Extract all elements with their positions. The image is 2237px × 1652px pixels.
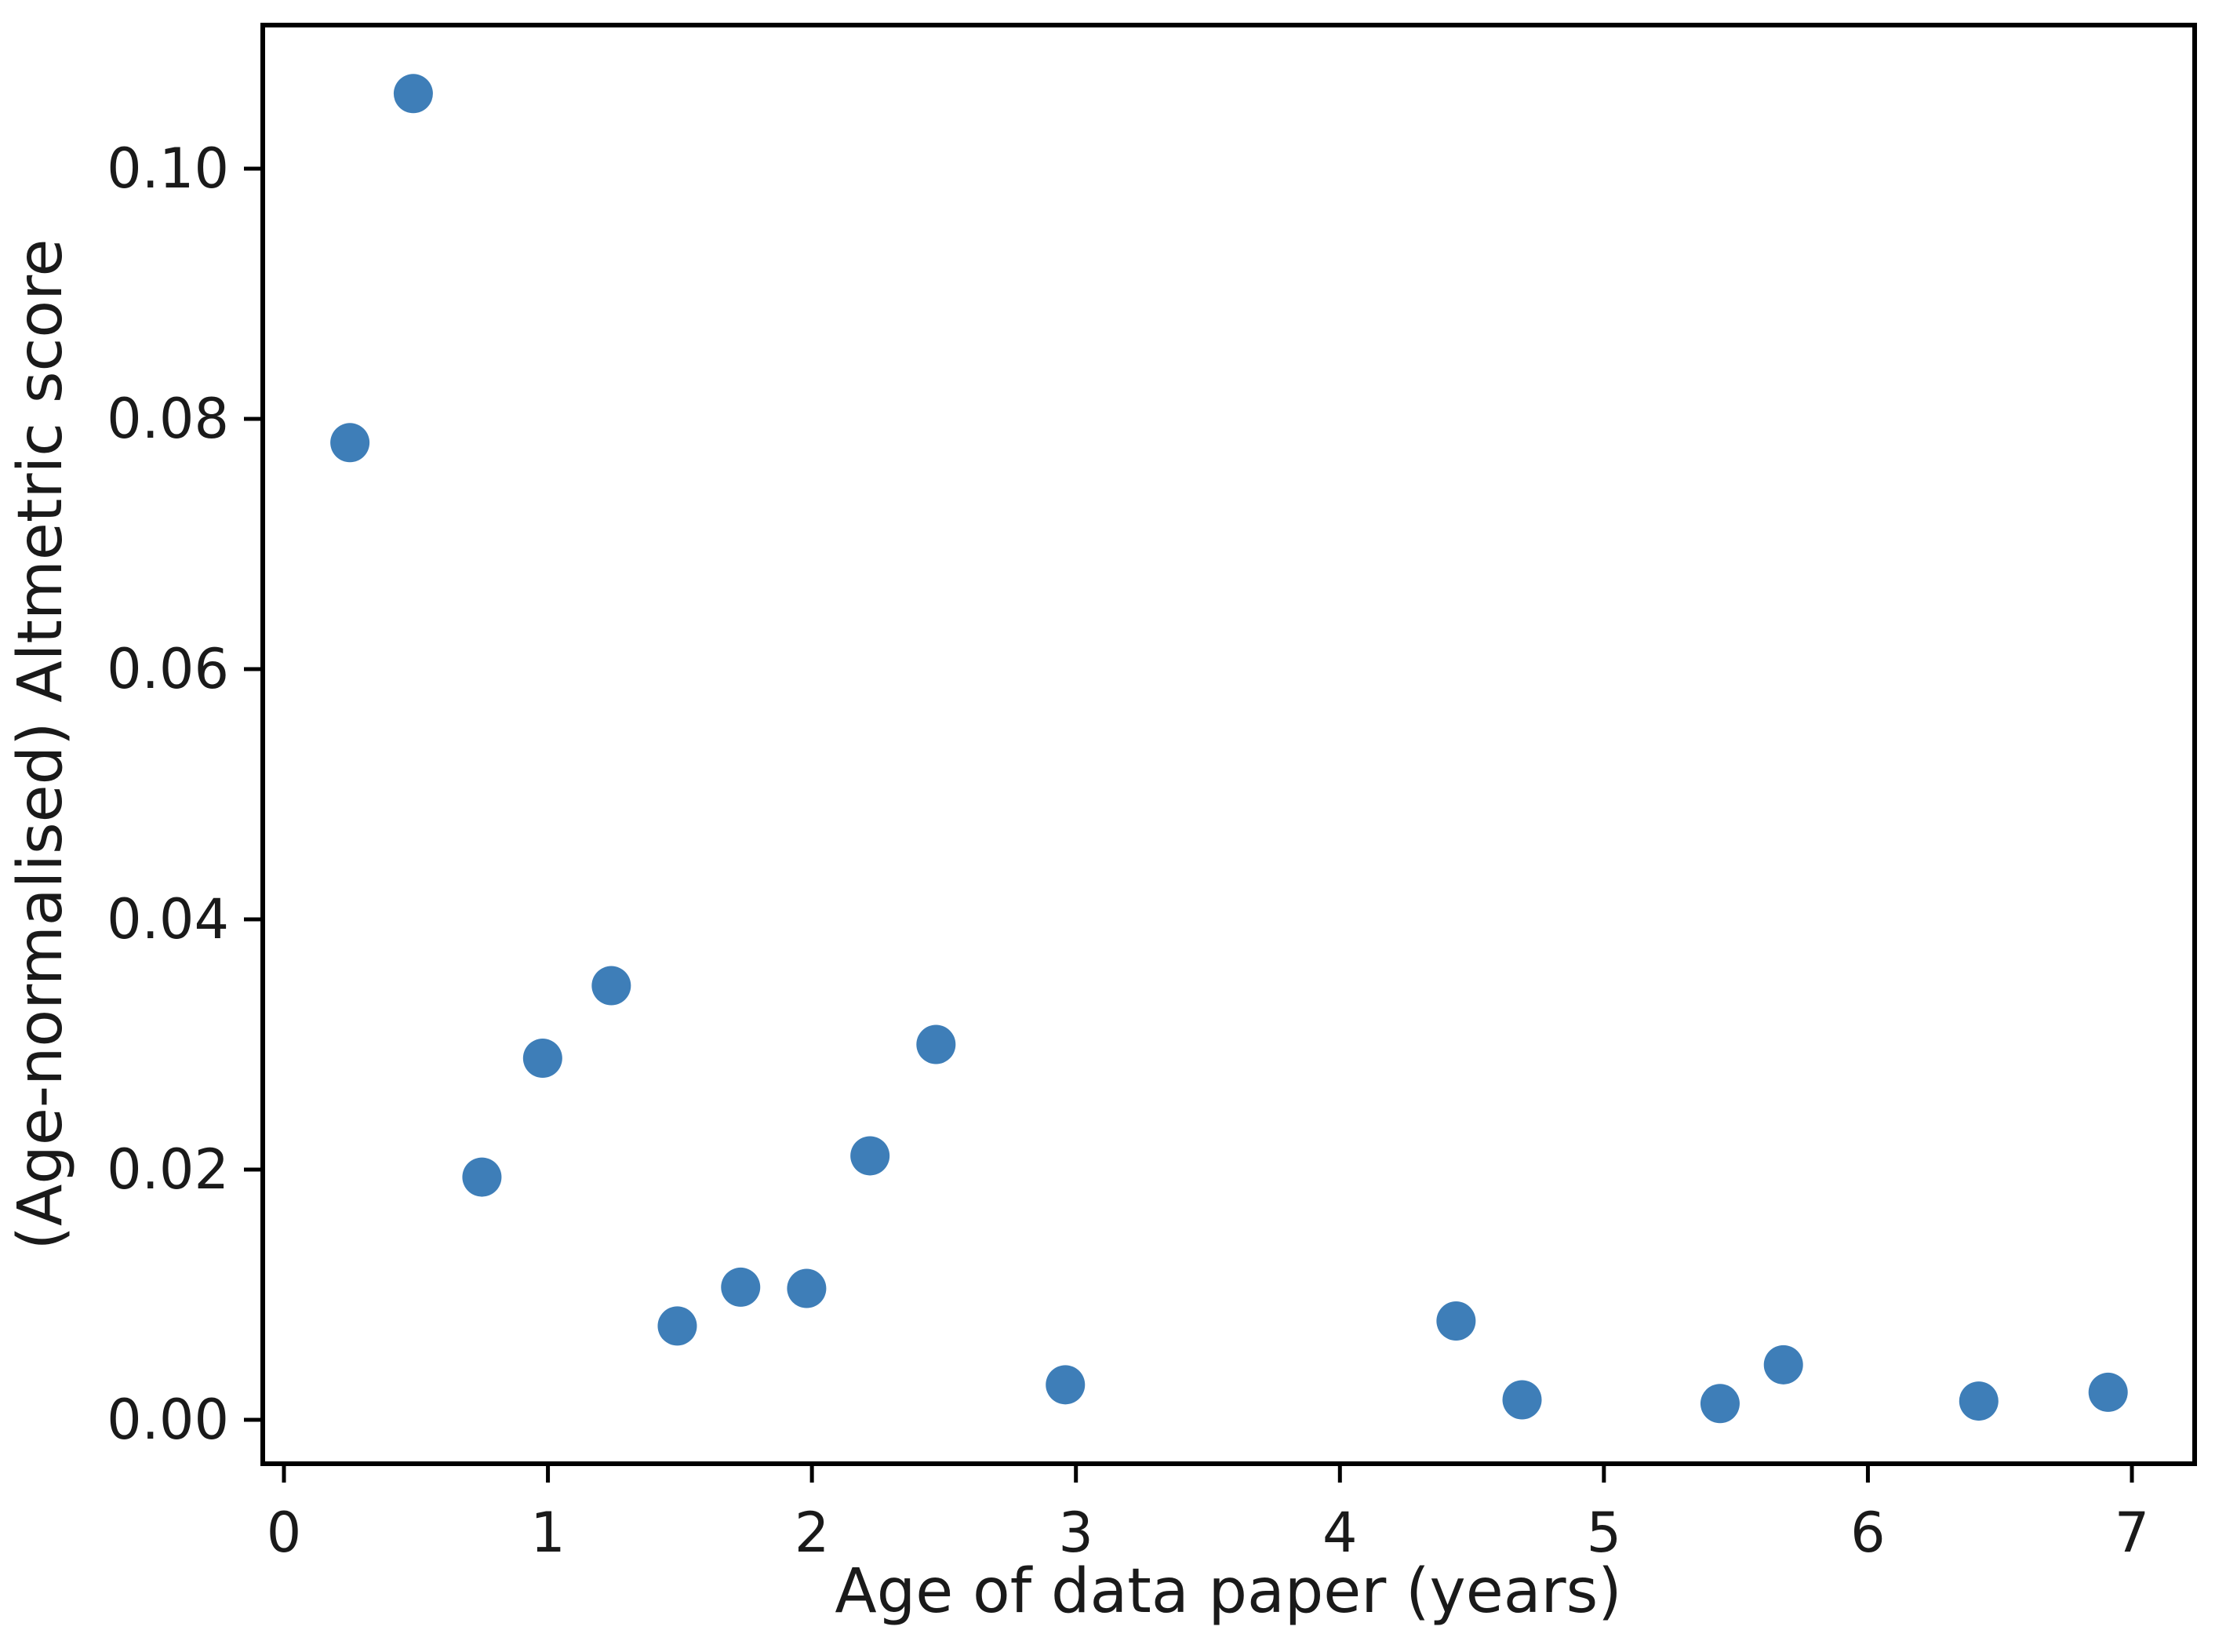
data-point [1046, 1365, 1086, 1405]
y-axis-ticks [244, 166, 263, 1422]
x-tick-label: 5 [1587, 1501, 1622, 1565]
scatter-points [330, 74, 2128, 1424]
x-tick-label: 3 [1058, 1501, 1093, 1565]
y-axis-label: (Age-normalised) Altmetric score [5, 239, 76, 1250]
data-point [2088, 1372, 2128, 1412]
y-tick-label: 0.00 [107, 1388, 229, 1452]
x-tick-label: 2 [795, 1501, 830, 1565]
y-tick-label: 0.02 [107, 1137, 229, 1202]
x-axis-tick-labels: 0 1 2 3 4 5 6 7 [267, 1501, 2150, 1565]
data-point [393, 74, 433, 114]
x-tick-label: 6 [1850, 1501, 1886, 1565]
data-point [522, 1039, 562, 1079]
data-point [657, 1306, 697, 1346]
x-tick-label: 7 [2115, 1501, 2150, 1565]
data-point [1700, 1384, 1740, 1424]
data-point [330, 423, 370, 463]
x-tick-label: 4 [1322, 1501, 1358, 1565]
plot-area-frame [260, 23, 2197, 1466]
data-point [1959, 1381, 1999, 1421]
data-point [850, 1136, 890, 1176]
y-tick-label: 0.04 [107, 887, 229, 952]
data-point [462, 1157, 502, 1197]
y-tick-label: 0.06 [107, 637, 229, 701]
y-tick-label: 0.10 [107, 136, 229, 201]
data-point [787, 1268, 827, 1308]
x-axis-label: Age of data paper (years) [835, 1556, 1621, 1627]
data-point [591, 966, 631, 1006]
y-axis-tick-labels: 0.00 0.02 0.04 0.06 0.08 0.10 [107, 136, 229, 1452]
y-tick-label: 0.08 [107, 387, 229, 451]
data-point [1502, 1380, 1542, 1420]
data-point [1763, 1345, 1803, 1385]
data-point [1436, 1301, 1476, 1341]
x-tick-label: 0 [267, 1501, 302, 1565]
x-axis-ticks [282, 1464, 2134, 1483]
data-point [721, 1267, 761, 1307]
data-point [916, 1024, 956, 1064]
x-tick-label: 1 [530, 1501, 566, 1565]
